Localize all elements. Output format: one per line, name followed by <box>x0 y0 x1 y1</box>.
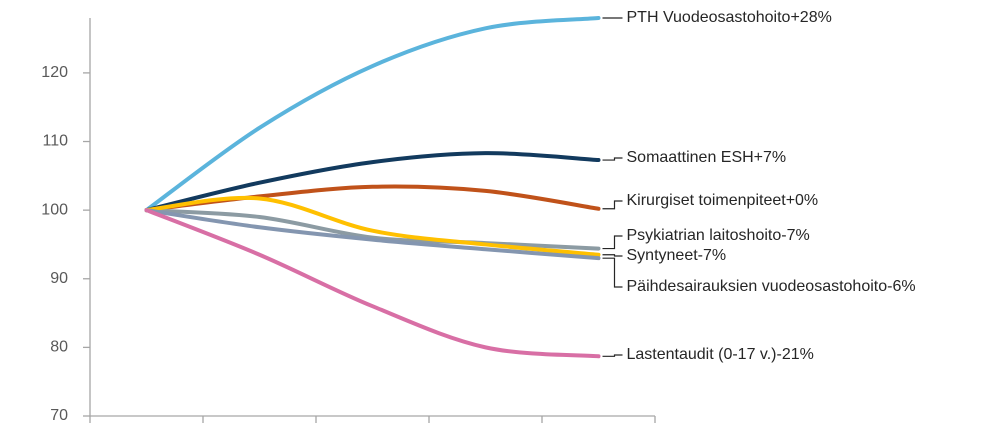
y-tick-label: 80 <box>50 339 68 356</box>
series-label: Syntyneet-7% <box>627 247 727 264</box>
series-label: Lastentaudit (0-17 v.)-21% <box>627 346 814 363</box>
series-line <box>144 208 601 251</box>
series-label: Päihdesairauksien vuodeosastohoito-6% <box>627 278 916 295</box>
y-tick-label: 90 <box>50 270 68 287</box>
y-tick-label: 100 <box>41 201 68 218</box>
series-line <box>144 151 601 213</box>
series-line <box>144 195 601 257</box>
y-tick-label: 70 <box>50 407 68 424</box>
series-label: Psykiatrian laitoshoito-7% <box>627 227 810 244</box>
leader-line <box>602 257 623 288</box>
series-line <box>144 208 601 359</box>
series-label: Kirurgiset toimenpiteet+0% <box>627 192 819 209</box>
series-label: PTH Vuodeosastohoito+28% <box>627 9 832 26</box>
series-line <box>144 16 601 213</box>
series-label: Somaattinen ESH+7% <box>627 149 787 166</box>
leader-line <box>602 254 623 257</box>
y-tick-label: 120 <box>41 64 68 81</box>
leader-line <box>602 235 623 250</box>
y-tick-label: 110 <box>42 133 68 150</box>
series-line <box>144 208 601 261</box>
leader-line <box>602 157 623 161</box>
leader-line <box>602 354 623 357</box>
leader-line <box>602 200 623 210</box>
